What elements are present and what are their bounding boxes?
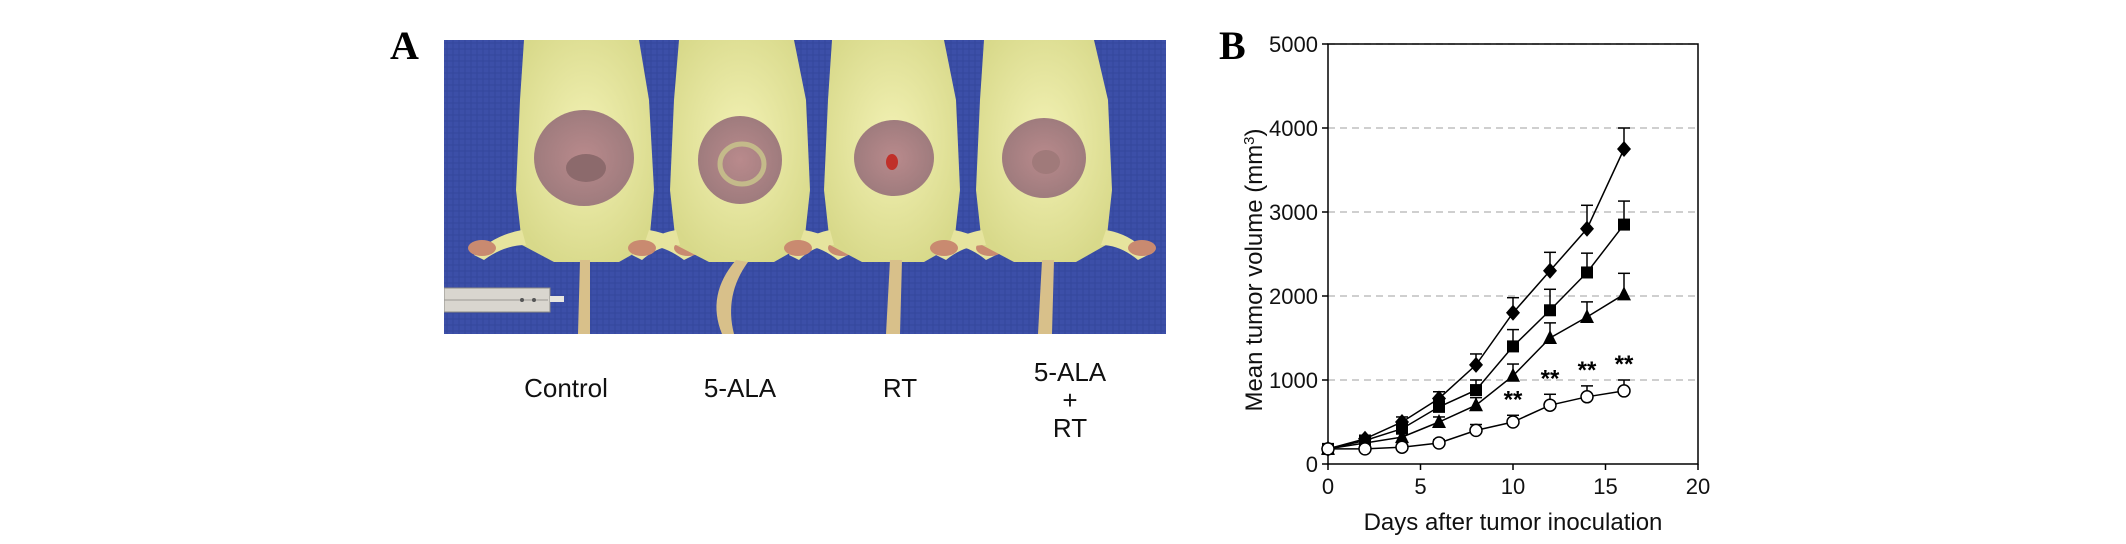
- data-point: [1543, 398, 1557, 412]
- y-tick-labels: 0 1000 2000 3000 4000 5000: [1269, 32, 1318, 477]
- x-tick-label: 0: [1322, 474, 1334, 499]
- data-point: [1395, 440, 1409, 454]
- tumor-volume-chart: 0 1000 2000 3000 4000 5000 0 5 10 15 20 ** ** ** ** …: [1241, 32, 1711, 536]
- x-tick-label: 20: [1686, 474, 1710, 499]
- axes: [1322, 43, 1699, 470]
- data-point: [1433, 400, 1445, 413]
- x-tick-label: 5: [1414, 474, 1426, 499]
- group-label-rt: RT: [882, 373, 918, 403]
- data-point: [1506, 415, 1520, 429]
- data-point: [1580, 220, 1594, 237]
- data-point: [1507, 340, 1519, 353]
- y-axis-label-main: Mean tumor volume (mm: [1241, 145, 1268, 412]
- group-label-5ala: 5-ALA: [703, 373, 777, 403]
- data-point: [1581, 266, 1593, 279]
- y-tick-label: 4000: [1269, 116, 1318, 141]
- significance-label: **: [1504, 386, 1523, 413]
- data-point: [1470, 384, 1482, 397]
- significance-label: **: [1541, 365, 1560, 392]
- y-axis-label: Mean tumor volume (mm3): [1241, 128, 1269, 411]
- combo-label-line1: 5-ALA: [1033, 357, 1107, 387]
- rat-tumor-photo: [444, 40, 1166, 334]
- combo-label-line2: +: [1062, 385, 1078, 415]
- x-tick-label: 15: [1593, 474, 1617, 499]
- y-axis-label-end: ): [1241, 128, 1268, 136]
- ruler: [444, 287, 564, 313]
- group-label-control: Control: [524, 373, 608, 403]
- data-point: [1617, 384, 1631, 398]
- data-point: [1544, 304, 1556, 317]
- series-line: [1327, 224, 1625, 450]
- data-point: [1506, 304, 1520, 321]
- data-point: [1469, 423, 1483, 438]
- data-point: [1543, 330, 1557, 344]
- data-point: [1618, 218, 1630, 231]
- group-label-5ala-rt: 5-ALA + RT: [980, 358, 1160, 442]
- data-point: [1469, 356, 1483, 373]
- y-axis-label-sup: 3: [1241, 136, 1258, 144]
- data-point: [1321, 442, 1335, 456]
- y-tick-label: 1000: [1269, 368, 1318, 393]
- y-tick-label: 3000: [1269, 200, 1318, 225]
- x-tick-label: 10: [1501, 474, 1525, 499]
- panel-a-letter: A: [390, 23, 419, 68]
- data-point: [1469, 397, 1483, 412]
- series-group: [1321, 127, 1631, 457]
- data-point: [1580, 309, 1594, 323]
- rat-5ala-rt: [930, 40, 1156, 334]
- data-point: [1543, 262, 1557, 279]
- x-axis-label: Days after tumor inoculation: [1364, 509, 1663, 536]
- significance-markers: ** ** ** **: [1504, 351, 1634, 413]
- series-circle-open: [1321, 379, 1631, 456]
- panel-b-letter: B: [1219, 23, 1246, 68]
- y-tick-label: 0: [1306, 452, 1318, 477]
- data-point: [1432, 436, 1446, 450]
- data-point: [1395, 429, 1409, 444]
- series-triangle: [1321, 272, 1631, 455]
- significance-label: **: [1578, 357, 1597, 384]
- plot-frame: [1327, 43, 1699, 465]
- rat-5ala: [628, 40, 856, 334]
- rat-rt: [784, 40, 1004, 334]
- y-tick-label: 5000: [1269, 32, 1318, 57]
- data-point: [1396, 422, 1408, 435]
- data-point: [1617, 141, 1631, 157]
- y-tick-label: 2000: [1269, 284, 1318, 309]
- significance-label: **: [1615, 351, 1634, 378]
- series-square: [1322, 200, 1630, 455]
- data-point: [1617, 286, 1631, 301]
- combo-label-line3: RT: [1052, 413, 1088, 443]
- data-point: [1432, 414, 1446, 428]
- data-point: [1358, 442, 1372, 456]
- data-point: [1580, 390, 1594, 404]
- data-point: [1506, 367, 1520, 382]
- x-tick-labels: 0 5 10 15 20: [1322, 474, 1710, 499]
